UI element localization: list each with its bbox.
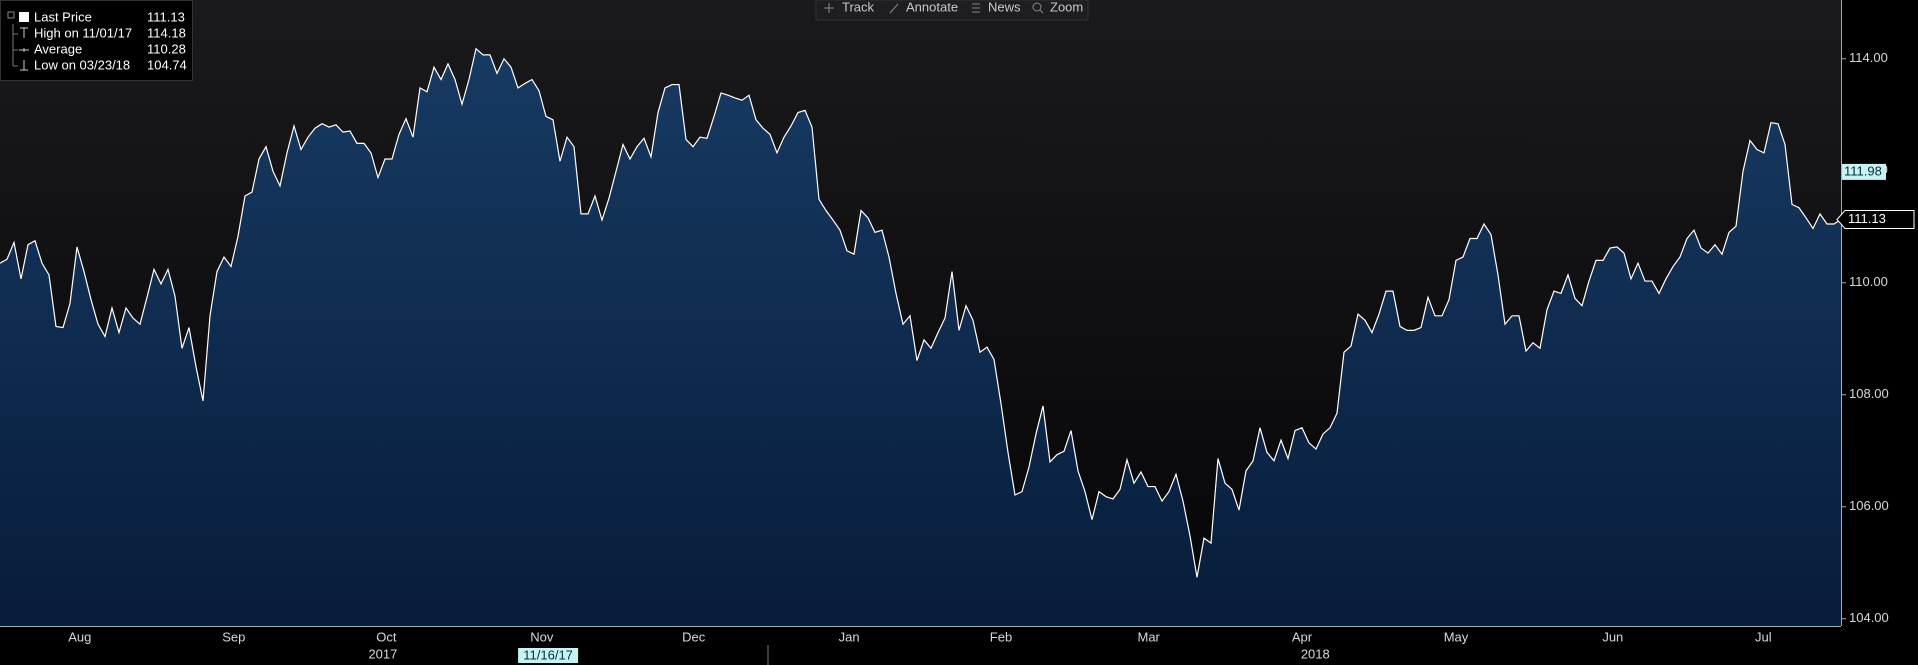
legend-value: 114.18 — [147, 25, 186, 40]
legend-low-icon — [20, 60, 28, 71]
x-tick-label: Oct — [376, 629, 397, 644]
legend-label: Average — [34, 41, 82, 56]
news-icon — [972, 3, 980, 13]
x-tick-label: Mar — [1138, 629, 1161, 644]
track-icon — [824, 3, 834, 13]
crosshair-x-tag — [518, 648, 579, 663]
zoom-icon — [1032, 2, 1042, 12]
x-tick-label: Jul — [1755, 629, 1772, 644]
y-tick-label: 104.00 — [1849, 610, 1889, 625]
y-tick-label: 108.00 — [1849, 386, 1889, 401]
x-tick-label: Aug — [68, 629, 91, 644]
area-fill — [0, 48, 1841, 626]
legend-label: High on 11/01/17 — [34, 25, 132, 40]
toolbar-news[interactable]: News — [972, 0, 1021, 14]
y-tick-label: 114.00 — [1849, 50, 1888, 65]
legend-average-icon — [19, 48, 29, 52]
toolbar-label[interactable]: Track — [842, 0, 875, 14]
zoom-icon-handle — [1039, 9, 1044, 14]
toolbar-label[interactable]: Zoom — [1050, 0, 1083, 14]
year-label: 2017 — [368, 646, 397, 661]
toolbar-annotate[interactable]: Annotate — [889, 0, 958, 14]
x-tick-label: Sep — [222, 629, 245, 644]
year-label: 2018 — [1301, 646, 1330, 661]
legend-value: 111.13 — [147, 9, 185, 24]
legend-box — [0, 0, 193, 81]
legend-high-icon — [20, 27, 28, 38]
y-tick-label: 110.00 — [1849, 274, 1888, 289]
y-tick-label: 106.00 — [1849, 498, 1889, 513]
plot — [0, 47, 1842, 626]
axes: 104.00106.00108.00110.00112.00114.00AugS… — [68, 50, 1915, 663]
x-tick-label: May — [1444, 629, 1469, 644]
legend-swatch — [19, 12, 29, 22]
x-axis-background — [0, 626, 1918, 665]
toolbar-box — [815, 0, 1089, 21]
x-tick-label: Dec — [682, 629, 706, 644]
legend-label: Low on 03/23/18 — [34, 57, 130, 72]
toolbar: Track Annotate News Zoom — [815, 0, 1089, 21]
x-tick-label: Jan — [839, 629, 860, 644]
legend-value: 110.28 — [147, 41, 186, 56]
x-tick-label: Feb — [990, 629, 1012, 644]
crosshair-y-label: 111.98 — [1844, 163, 1882, 178]
legend-value: 104.74 — [147, 57, 187, 72]
price-line — [0, 47, 1842, 578]
last-price-tag — [1836, 209, 1915, 229]
legend-tree — [12, 24, 18, 67]
toolbar-label[interactable]: News — [988, 0, 1021, 14]
x-tick-label: Jun — [1602, 629, 1623, 644]
legend-collapse[interactable] — [7, 11, 15, 19]
axis-background — [1841, 0, 1918, 665]
toolbar-track[interactable]: Track — [824, 0, 875, 14]
toolbar-zoom[interactable]: Zoom — [1032, 0, 1083, 14]
toolbar-label[interactable]: Annotate — [906, 0, 958, 14]
annotate-icon — [889, 3, 899, 14]
crosshair-x-label: 11/16/17 — [523, 647, 573, 662]
last-price-label: 111.13 — [1848, 211, 1886, 226]
x-tick-label: Nov — [530, 629, 554, 644]
legend-label: Last Price — [34, 9, 92, 24]
crosshair-y-tag — [1842, 163, 1886, 180]
x-tick-label: Apr — [1292, 629, 1313, 644]
legend: Last Price 111.13 High on 11/01/17 114.1… — [0, 0, 193, 81]
